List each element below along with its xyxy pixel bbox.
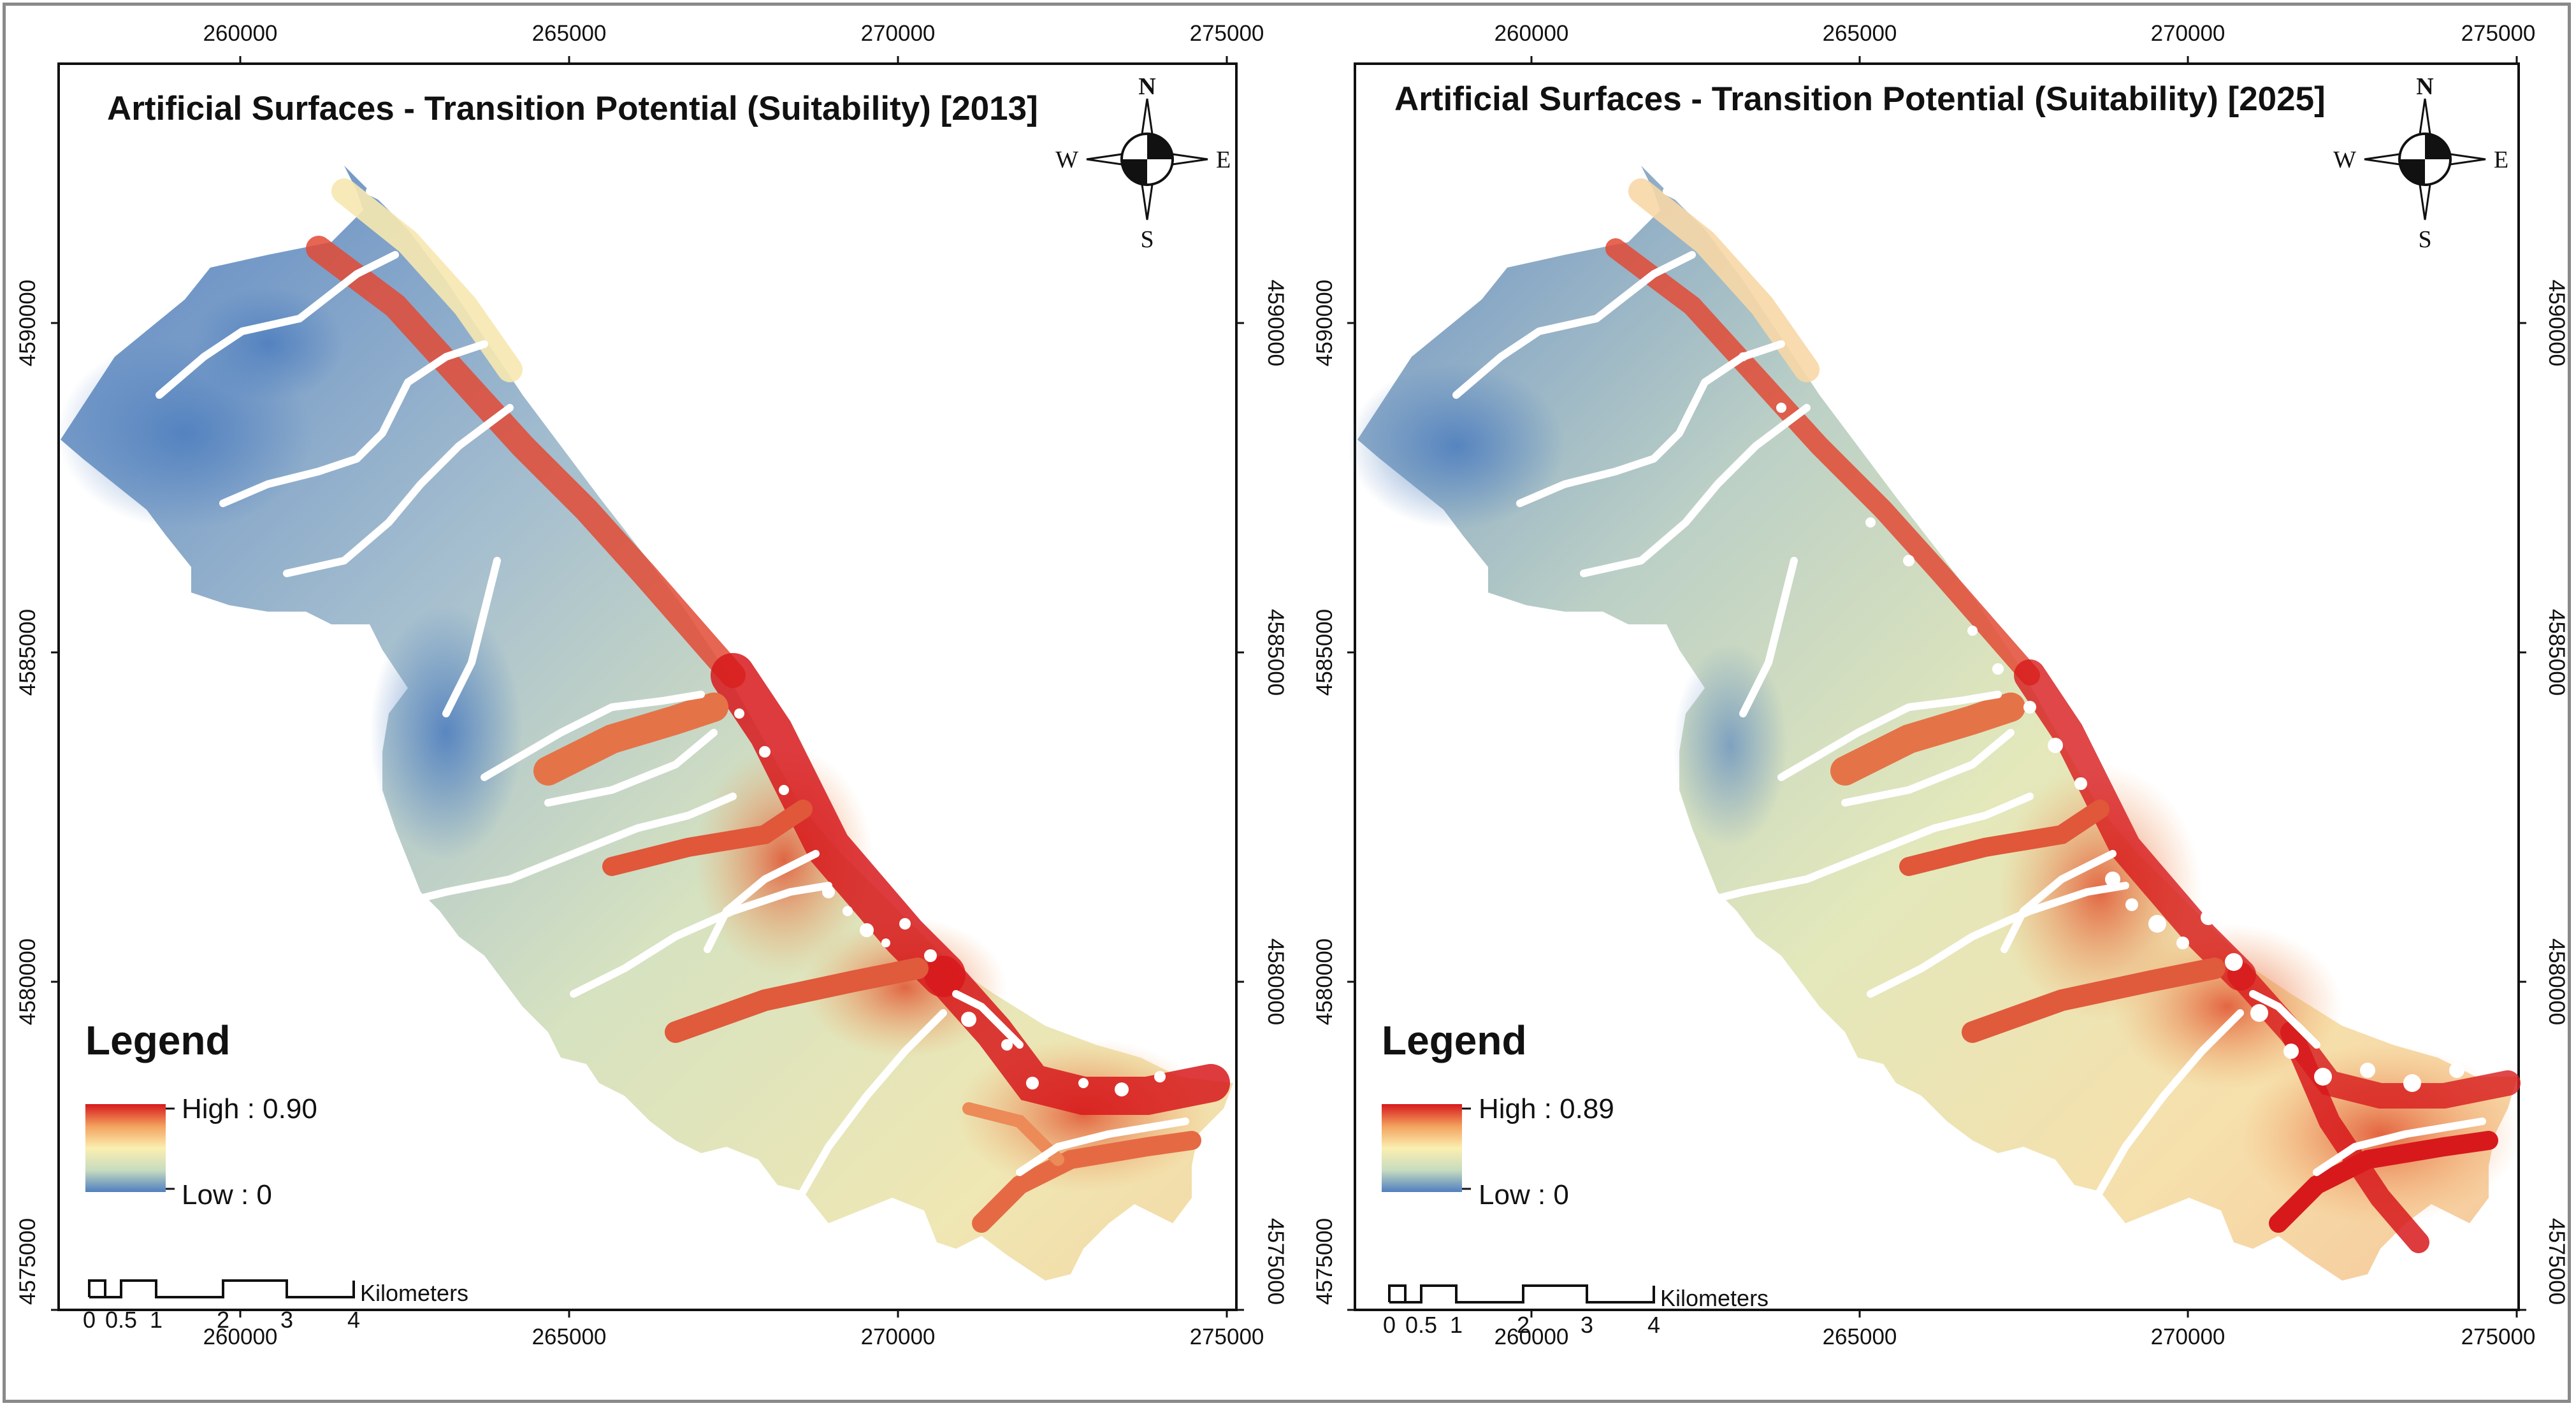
scale-unit: Kilometers [360,1280,468,1306]
y-tick-label: 4575000 [1312,1218,1337,1305]
y-tick-label: 4580000 [2544,938,2569,1025]
compass-w: W [2333,147,2356,173]
scale-unit: Kilometers [1660,1285,1769,1311]
x-tick-label: 270000 [2151,21,2225,46]
legend-high-label: High : 0.90 [182,1093,317,1124]
legend-high-label: High : 0.89 [1479,1093,1614,1124]
scale-label: 2 [217,1307,229,1333]
scale-label: 0 [83,1307,96,1333]
x-tick-label: 260000 [1494,1325,1569,1349]
scale-bar: 0 0.5 1 2 3 4 Kilometers [1383,1284,1769,1338]
legend-title: Legend [1382,1017,1527,1063]
y-tick-label: 4580000 [1263,938,1288,1025]
scale-label: 3 [1581,1312,1593,1338]
y-tick-label: 4580000 [1312,938,1337,1025]
scale-label: 0 [1383,1312,1396,1338]
legend-title: Legend [85,1017,231,1063]
legend-color-ramp [1382,1104,1462,1192]
x-tick-label: 265000 [532,21,607,46]
scale-label: 4 [1647,1312,1660,1338]
scale-label: 1 [1450,1312,1463,1338]
north-arrow-icon: N S E W [1055,73,1231,253]
suitability-raster [57,166,1233,1281]
y-tick-label: 4590000 [1312,280,1337,366]
y-tick-label: 4590000 [2544,280,2569,366]
y-tick-label: 4575000 [15,1218,40,1305]
urban-gaps [734,708,1166,1096]
north-arrow-icon: N S E W [2333,73,2508,253]
x-tick-label: 270000 [861,1325,936,1349]
x-tick-label: 260000 [203,1325,278,1349]
suitability-raster [1348,166,2521,1281]
x-tick-label: 260000 [203,21,278,46]
compass-s: S [1140,226,1154,253]
y-tick-label: 4585000 [15,609,40,696]
urban-gaps [1739,352,2464,1092]
legend-low-label: Low : 0 [1479,1179,1569,1210]
x-tick-label: 270000 [2151,1325,2225,1349]
legend: Legend High : 0.90 Low : 0 [85,1017,317,1210]
map-panel-2013: 260000 265000 270000 275000 260000 26500… [15,21,1288,1349]
x-tick-label: 275000 [2461,21,2536,46]
legend-low-label: Low : 0 [182,1179,272,1210]
y-tick-label: 4585000 [1263,609,1288,696]
axis-ticks [1347,56,2526,1318]
scale-label: 2 [1517,1312,1530,1338]
y-tick-label: 4585000 [1312,609,1337,696]
y-tick-label: 4575000 [2544,1218,2569,1305]
y-tick-label: 4580000 [15,938,40,1025]
x-tick-label: 270000 [861,21,936,46]
x-tick-label: 275000 [2461,1325,2536,1349]
x-tick-label: 265000 [1823,21,1897,46]
scale-label: 3 [280,1307,293,1333]
compass-e: E [2494,147,2508,173]
y-tick-label: 4590000 [1263,280,1288,366]
compass-e: E [1216,147,1231,173]
x-tick-label: 265000 [532,1325,607,1349]
compass-s: S [2418,226,2431,253]
legend-color-ramp [85,1104,166,1192]
x-tick-label: 265000 [1823,1325,1897,1349]
compass-n: N [1138,73,1155,100]
map-title: Artificial Surfaces - Transition Potenti… [1394,80,2326,118]
map-panel-2025: 260000 265000 270000 275000 260000 26500… [1312,21,2569,1349]
scale-label: 0.5 [105,1307,137,1333]
x-tick-label: 275000 [1190,1325,1264,1349]
scale-label: 4 [347,1307,360,1333]
scale-label: 0.5 [1405,1312,1437,1338]
map-title: Artificial Surfaces - Transition Potenti… [107,90,1038,127]
y-tick-label: 4585000 [2544,609,2569,696]
legend: Legend High : 0.89 Low : 0 [1382,1017,1614,1210]
figure-frame [3,3,2571,1403]
compass-w: W [1055,147,1078,173]
x-tick-label: 275000 [1190,21,1264,46]
x-tick-label: 260000 [1494,21,1569,46]
y-tick-label: 4590000 [15,280,40,366]
compass-n: N [2416,73,2433,100]
scale-label: 1 [150,1307,163,1333]
y-tick-label: 4575000 [1263,1218,1288,1305]
scale-bar: 0 0.5 1 2 3 4 Kilometers [83,1279,468,1333]
axis-ticks [51,56,1244,1318]
